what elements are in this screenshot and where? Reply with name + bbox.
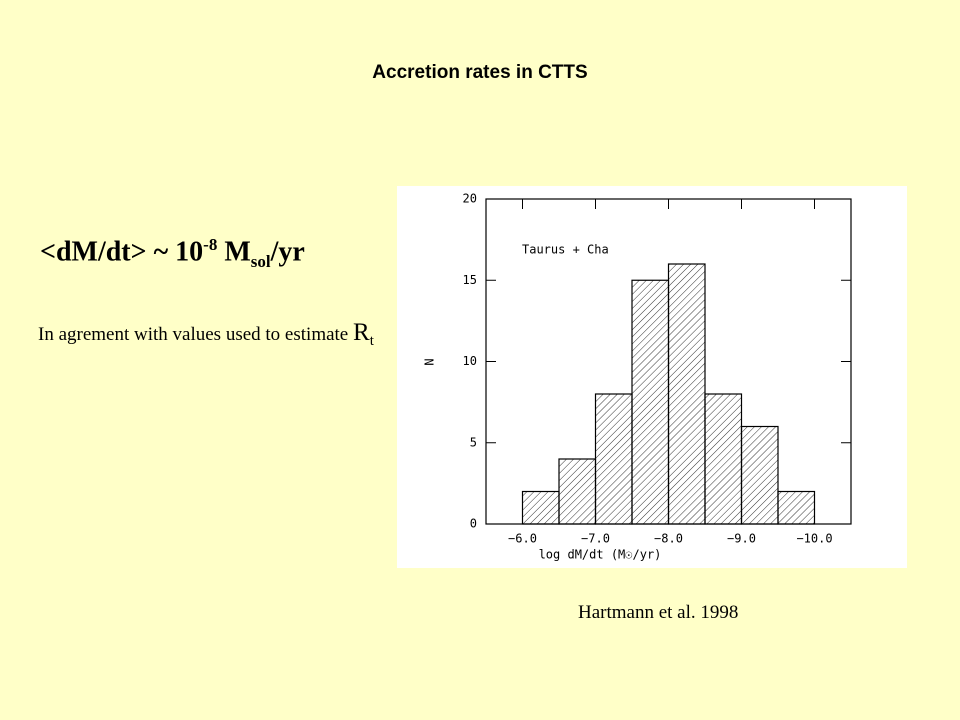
y-tick-label: 15 xyxy=(463,273,477,287)
eq-unit-tail: /yr xyxy=(270,236,305,268)
bar xyxy=(704,393,743,525)
y-tick-label: 0 xyxy=(470,517,477,531)
eq-base: <dM/dt> ~ 10 xyxy=(40,236,204,268)
slide-title: Accretion rates in CTTS xyxy=(372,62,588,83)
y-tick-label: 10 xyxy=(463,354,477,368)
x-tick-label: −10.0 xyxy=(796,532,832,546)
bar xyxy=(594,393,633,525)
bar xyxy=(521,490,560,525)
bar xyxy=(667,263,706,525)
x-tick-label: −8.0 xyxy=(654,532,683,546)
eq-unit-sub: sol xyxy=(250,251,271,271)
bar xyxy=(777,490,816,525)
y-tick-label: 20 xyxy=(463,192,477,206)
bar xyxy=(558,458,597,525)
y-tick-label: 5 xyxy=(470,435,477,449)
bar xyxy=(740,425,779,525)
eq-exp: -8 xyxy=(203,235,218,254)
x-tick-label: −6.0 xyxy=(508,532,537,546)
annotation: Taurus + Cha xyxy=(522,243,609,257)
x-tick-label: −7.0 xyxy=(581,532,610,546)
symbol: R xyxy=(353,319,370,346)
bar xyxy=(631,279,670,525)
caption: Hartmann et al. 1998 xyxy=(578,602,739,623)
x-label: log dM/dt (M☉/yr) xyxy=(539,548,662,562)
body-line: In agrement with values used to estimate xyxy=(38,324,349,345)
y-label: N xyxy=(423,358,437,365)
symbol-sub: t xyxy=(369,332,374,349)
body-text: In agrement with values used to estimate… xyxy=(38,316,388,358)
x-tick-label: −9.0 xyxy=(727,532,756,546)
eq-unit: M xyxy=(224,236,251,268)
equation: <dM/dt> ~ 10-8 Msol/yr xyxy=(40,235,305,272)
